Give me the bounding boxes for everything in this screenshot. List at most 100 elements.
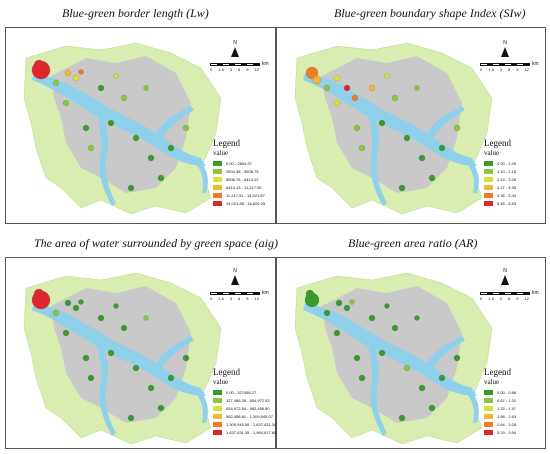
- legend-title: Legend: [213, 138, 240, 148]
- legend-lw: Legend value 0.00 - 2804.37 2804.38 - 56…: [213, 138, 265, 207]
- legend-label: 0.67 - 1.31: [497, 397, 517, 403]
- legend-label: 11,217.51 - 14,021.87: [226, 192, 265, 198]
- legend-aig: Legend value 0.00 - 327486.27 327,486.28…: [213, 367, 276, 436]
- legend-swatch: [484, 176, 493, 182]
- green-patch: [418, 384, 426, 392]
- legend-label: 0.00 - 1.09: [497, 160, 517, 166]
- green-patch: [72, 74, 80, 82]
- panel-title-siw: Blue-green boundary shape Index (SIw): [334, 6, 526, 20]
- legend-swatch: [484, 389, 493, 395]
- legend-item: 1.98 - 2.63: [484, 412, 516, 420]
- legend-item: 1.10 - 2.18: [484, 167, 516, 175]
- green-patch: [127, 184, 135, 192]
- scale-tick: 9: [246, 296, 249, 301]
- legend-item: 1.32 - 1.97: [484, 404, 516, 412]
- map-panel-siw: [276, 27, 546, 224]
- scale-bar-siw: km 0 1.5 3 6 9 12: [480, 61, 539, 72]
- north-arrow-icon: [231, 47, 239, 57]
- green-patch: [368, 314, 376, 322]
- panel-title-ar: Blue-green area ratio (AR): [348, 236, 478, 250]
- legend-swatch: [484, 421, 493, 427]
- north-arrow-icon: [501, 275, 509, 285]
- north-label: N: [233, 268, 237, 274]
- north-arrow-siw: N: [498, 40, 512, 57]
- legend-swatch: [484, 405, 493, 411]
- green-patch: [343, 84, 351, 92]
- legend-label: 1.32 - 1.97: [497, 405, 517, 411]
- river-branch-east: [156, 336, 194, 368]
- legend-item: 0.00 - 0.66: [484, 388, 516, 396]
- legend-siw: Legend value 0.00 - 1.09 1.10 - 2.18 2.1…: [484, 138, 516, 207]
- green-patch: [335, 299, 343, 307]
- legend-swatch: [213, 421, 222, 427]
- north-arrow-icon: [231, 275, 239, 285]
- legend-swatch: [213, 397, 222, 403]
- green-patch: [343, 304, 351, 312]
- legend-item: 982,458.81 - 1,309,945.07: [213, 412, 276, 420]
- legend-label: 8413.13 - 11,217.50: [226, 184, 262, 190]
- green-patch: [414, 85, 420, 91]
- legend-swatch: [213, 160, 222, 166]
- green-patch: [143, 315, 149, 321]
- scale-tick: 3: [229, 296, 233, 301]
- map-panel-aig: [5, 257, 276, 449]
- green-patch: [384, 303, 390, 309]
- green-patch: [167, 144, 175, 152]
- green-patch: [72, 304, 80, 312]
- green-patch: [438, 374, 446, 382]
- green-patch: [398, 184, 406, 192]
- green-patch: [62, 329, 70, 337]
- green-patch: [351, 94, 359, 102]
- green-patch: [353, 354, 361, 362]
- legend-item: 8413.13 - 11,217.50: [213, 183, 265, 191]
- legend-label: 4.36 - 5.44: [497, 192, 517, 198]
- scale-tick: 6: [508, 296, 511, 301]
- green-patch: [78, 69, 84, 75]
- green-patch: [82, 354, 90, 362]
- north-label: N: [503, 268, 507, 274]
- legend-swatch: [484, 397, 493, 403]
- legend-label: 2804.38 - 5608.75: [226, 168, 259, 174]
- green-patch: [384, 73, 390, 79]
- scale-bar-lw: km 0 1.5 3 6 9 12: [210, 61, 269, 72]
- legend-swatch: [213, 168, 222, 174]
- scale-tick: 12: [254, 67, 259, 72]
- green-patch: [378, 349, 386, 357]
- legend-label: 327,486.28 - 654,972.53: [226, 397, 270, 403]
- green-patch: [107, 119, 115, 127]
- scale-tick: 12: [524, 67, 529, 72]
- river-main: [303, 73, 477, 166]
- map-panel-ar: [276, 257, 546, 449]
- scale-unit: km: [262, 61, 269, 67]
- river-branch: [96, 333, 116, 436]
- river-main: [303, 303, 477, 396]
- scale-tick: 0: [480, 67, 483, 72]
- map-drawing: [23, 272, 222, 445]
- north-arrow-icon: [501, 47, 509, 57]
- scale-tick: 9: [516, 296, 519, 301]
- legend-swatch: [484, 160, 493, 166]
- green-patch: [182, 354, 190, 362]
- scale-tick: 9: [516, 67, 519, 72]
- legend-item: 4.36 - 5.44: [484, 191, 516, 199]
- green-patch: [333, 99, 341, 107]
- legend-label: 2.19 - 3.26: [497, 176, 517, 182]
- legend-label: 982,458.81 - 1,309,945.07: [226, 413, 273, 419]
- legend-item: 0.67 - 1.31: [484, 396, 516, 404]
- scale-bar-aig: km 0 1.5 3 6 9 12: [210, 290, 269, 301]
- legend-subtitle: value: [213, 149, 229, 157]
- scale-unit: km: [532, 290, 539, 296]
- legend-subtitle: value: [484, 378, 500, 386]
- green-patch: [453, 124, 461, 132]
- green-patch: [97, 314, 105, 322]
- map-drawing: [294, 272, 493, 445]
- legend-swatch: [213, 192, 222, 198]
- legend-subtitle: value: [213, 378, 229, 386]
- scale-bar-graphic: [210, 292, 260, 295]
- green-patch: [414, 315, 420, 321]
- green-patch: [120, 94, 128, 102]
- legend-swatch: [213, 200, 222, 206]
- panel-title-lw: Blue-green border length (Lw): [62, 6, 209, 20]
- river-branch: [367, 333, 387, 436]
- green-patch: [62, 99, 70, 107]
